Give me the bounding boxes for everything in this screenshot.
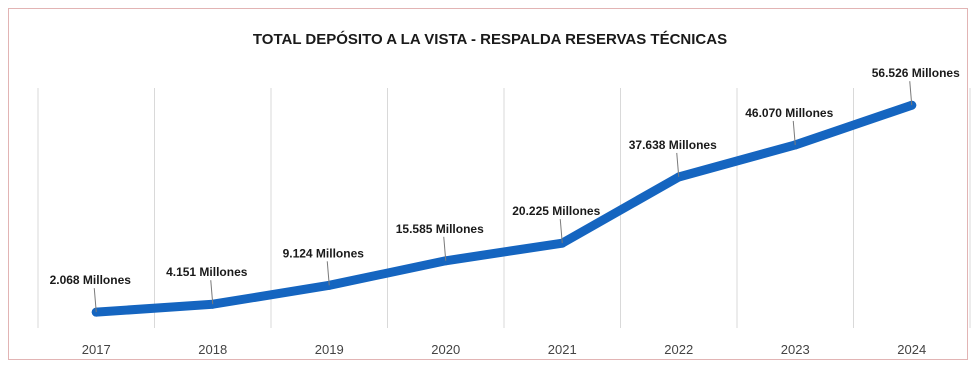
x-tick-label: 2021 xyxy=(548,342,577,357)
leader-line xyxy=(909,81,913,106)
x-tick-label: 2017 xyxy=(82,342,111,357)
series-line xyxy=(91,100,917,317)
leader-line xyxy=(326,261,330,286)
leader-line xyxy=(792,120,796,145)
grid-lines xyxy=(37,88,971,328)
x-tick-label: 2023 xyxy=(781,342,810,357)
data-label-2019: 9.124 Millones xyxy=(283,246,365,260)
leader-line xyxy=(676,152,680,178)
chart-title: TOTAL DEPÓSITO A LA VISTA - RESPALDA RES… xyxy=(253,30,727,48)
data-labels: 2.068 Millones 4.151 Millones 9.124 Millon… xyxy=(50,66,960,313)
data-label-2020: 15.585 Millones xyxy=(396,222,484,236)
data-label-2024: 56.526 Millones xyxy=(872,66,960,80)
x-tick-label: 2019 xyxy=(315,342,344,357)
x-tick-label: 2020 xyxy=(431,342,460,357)
data-label-2022: 37.638 Millones xyxy=(629,138,717,152)
data-label-2023: 46.070 Millones xyxy=(745,106,833,120)
data-label-2021: 20.225 Millones xyxy=(512,204,600,218)
data-label-2018: 4.151 Millones xyxy=(166,265,248,279)
x-tick-label: 2018 xyxy=(198,342,227,357)
x-tick-label: 2024 xyxy=(897,342,926,357)
leader-line xyxy=(559,219,563,244)
leader-line xyxy=(443,236,447,261)
x-axis-ticks: 2017 2018 2019 2020 2021 2022 2023 2024 xyxy=(82,342,926,357)
chart-frame xyxy=(8,8,968,360)
leader-line xyxy=(93,288,97,313)
leader-line xyxy=(210,280,214,305)
x-tick-label: 2022 xyxy=(664,342,693,357)
data-label-2017: 2.068 Millones xyxy=(50,273,132,287)
